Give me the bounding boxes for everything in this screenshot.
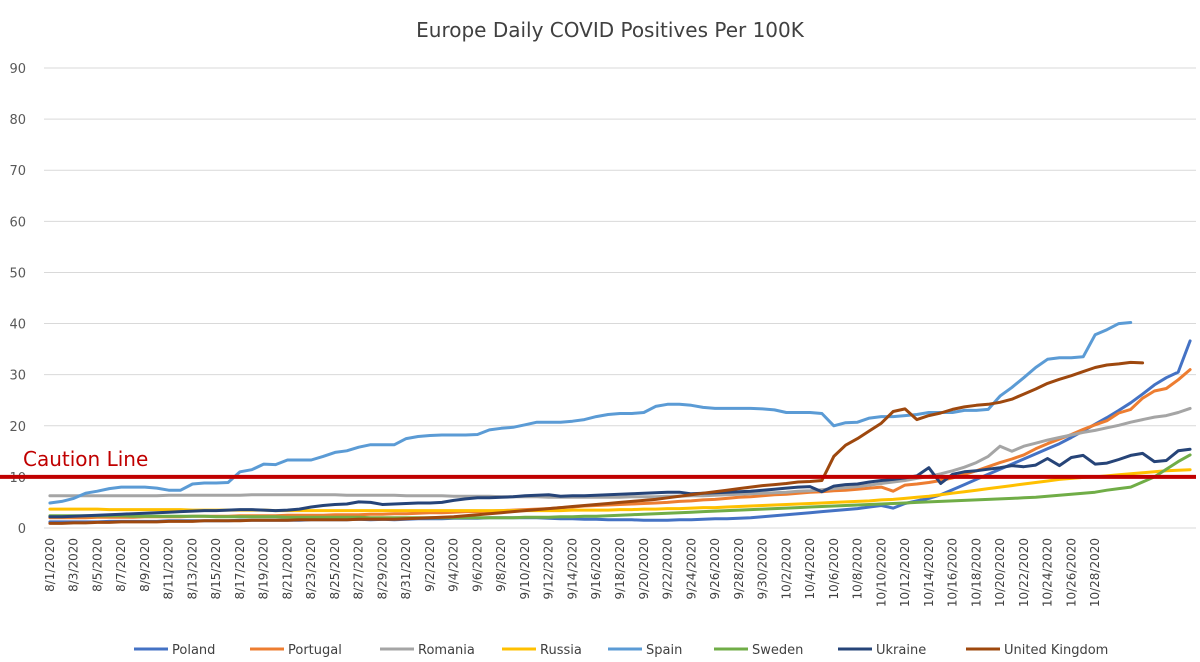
x-tick-label: 8/9/2020 <box>138 538 152 592</box>
x-tick-label: 10/12/2020 <box>898 538 912 607</box>
x-tick-label: 10/24/2020 <box>1041 538 1055 607</box>
chart-title: Europe Daily COVID Positives Per 100K <box>416 18 805 42</box>
x-tick-label: 8/19/2020 <box>257 538 271 600</box>
x-tick-label: 9/22/2020 <box>661 538 675 600</box>
x-axis-tick-labels: 8/1/2020 8/3/2020 8/5/2020 8/7/2020 8/9/2020… <box>43 538 1102 607</box>
x-tick-label: 8/31/2020 <box>399 538 413 600</box>
x-tick-label: 9/28/2020 <box>732 538 746 600</box>
caution-line-label: Caution Line <box>23 447 148 471</box>
x-tick-label: 10/20/2020 <box>993 538 1007 607</box>
y-tick-label: 80 <box>9 113 26 128</box>
y-tick-label: 50 <box>9 266 26 281</box>
x-tick-label: 10/10/2020 <box>874 538 888 607</box>
x-tick-label: 9/18/2020 <box>613 538 627 600</box>
y-tick-label: 30 <box>9 369 26 384</box>
x-tick-label: 10/28/2020 <box>1088 538 1102 607</box>
x-tick-label: 8/29/2020 <box>375 538 389 600</box>
x-tick-label: 8/13/2020 <box>185 538 199 600</box>
x-tick-label: 8/3/2020 <box>67 538 81 592</box>
x-tick-label: 8/1/2020 <box>43 538 57 592</box>
x-tick-label: 9/16/2020 <box>589 538 603 600</box>
y-tick-label: 40 <box>9 318 26 333</box>
x-tick-label: 8/15/2020 <box>209 538 223 600</box>
series-line-ukraine <box>48 447 1192 519</box>
x-tick-label: 8/23/2020 <box>304 538 318 600</box>
x-tick-label: 8/21/2020 <box>280 538 294 600</box>
y-tick-label: 70 <box>9 164 26 179</box>
legend-label-russia: Russia <box>540 643 582 658</box>
x-tick-label: 10/6/2020 <box>827 538 841 600</box>
x-tick-label: 10/4/2020 <box>803 538 817 600</box>
x-tick-label: 10/14/2020 <box>922 538 936 607</box>
legend-label-ukraine: Ukraine <box>876 643 926 658</box>
y-tick-label: 60 <box>9 215 26 230</box>
legend-label-spain: Spain <box>646 643 682 658</box>
x-tick-label: 9/24/2020 <box>684 538 698 600</box>
legend-label-sweden: Sweden <box>752 643 803 658</box>
x-tick-label: 10/16/2020 <box>946 538 960 607</box>
x-tick-label: 9/10/2020 <box>518 538 532 600</box>
x-tick-label: 8/17/2020 <box>233 538 247 600</box>
x-tick-label: 10/8/2020 <box>851 538 865 600</box>
legend-label-portugal: Portugal <box>288 643 342 658</box>
legend-label-united-kingdom: United Kingdom <box>1004 643 1108 658</box>
x-tick-label: 10/26/2020 <box>1064 538 1078 607</box>
series-line-romania <box>48 406 1192 499</box>
x-tick-label: 9/8/2020 <box>494 538 508 592</box>
x-tick-label: 10/18/2020 <box>969 538 983 607</box>
series-line-sweden <box>48 453 1192 520</box>
x-tick-label: 8/7/2020 <box>114 538 128 592</box>
x-tick-label: 9/30/2020 <box>756 538 770 600</box>
x-tick-label: 8/5/2020 <box>90 538 104 592</box>
x-tick-label: 10/22/2020 <box>1017 538 1031 607</box>
series-lines <box>48 321 1192 525</box>
x-tick-label: 9/26/2020 <box>708 538 722 600</box>
x-tick-label: 9/2/2020 <box>423 538 437 592</box>
legend-label-poland: Poland <box>172 643 215 658</box>
caution-annotation: Caution Line <box>0 447 1196 479</box>
legend: Poland Portugal Romania Russia Spain Sweden Uk… <box>134 643 1108 658</box>
x-tick-label: 9/4/2020 <box>447 538 461 592</box>
series-line-united-kingdom <box>48 360 1145 525</box>
x-tick-label: 10/2/2020 <box>779 538 793 600</box>
series-line-spain <box>48 321 1133 505</box>
legend-label-romania: Romania <box>418 643 475 658</box>
x-tick-label: 8/27/2020 <box>352 538 366 600</box>
x-tick-label: 8/11/2020 <box>162 538 176 600</box>
y-tick-label: 0 <box>18 522 26 537</box>
y-tick-label: 20 <box>9 420 26 435</box>
x-tick-label: 9/12/2020 <box>542 538 556 600</box>
y-tick-label: 90 <box>9 62 26 77</box>
x-tick-label: 9/6/2020 <box>470 538 484 592</box>
x-tick-label: 9/14/2020 <box>565 538 579 600</box>
x-tick-label: 8/25/2020 <box>328 538 342 600</box>
x-tick-label: 9/20/2020 <box>637 538 651 600</box>
